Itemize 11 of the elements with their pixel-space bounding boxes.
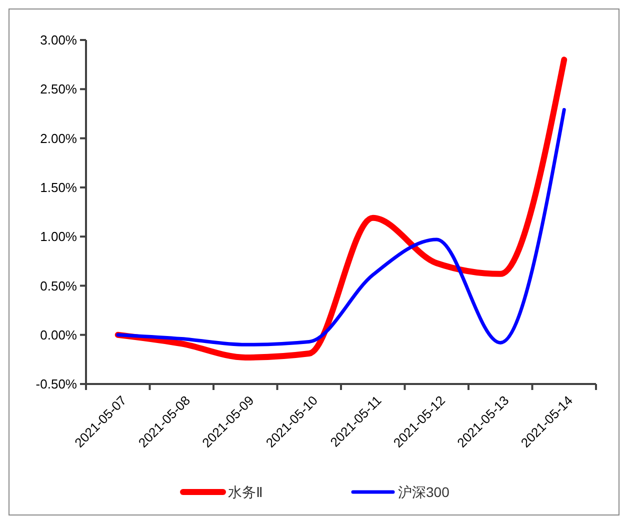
- y-tick-label: 1.00%: [40, 229, 78, 244]
- line-series: [116, 108, 566, 346]
- y-tick-label: 0.00%: [40, 327, 78, 342]
- y-tick-label: 2.50%: [40, 82, 78, 97]
- y-tick-label: 3.00%: [40, 32, 78, 48]
- y-tick-label: 0.50%: [40, 278, 78, 294]
- y-tick-label: 1.50%: [40, 180, 78, 195]
- y-tick-label: -0.50%: [36, 376, 78, 392]
- y-tick-label: 2.00%: [40, 130, 78, 146]
- legend-label: 水务Ⅱ: [228, 484, 263, 500]
- legend-label: 沪深300: [398, 484, 450, 500]
